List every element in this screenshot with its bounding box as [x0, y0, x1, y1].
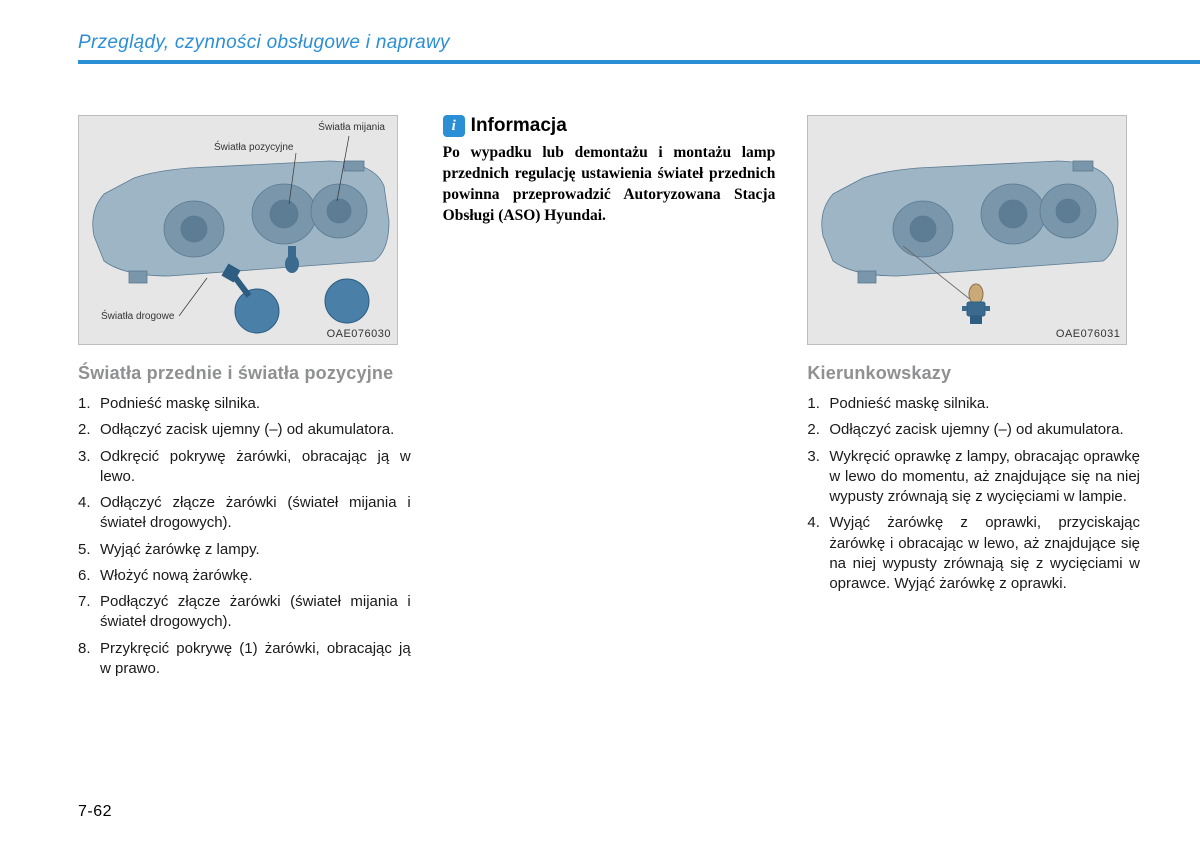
section-title-left: Światła przednie i światła pozycyjne [78, 363, 411, 384]
column-left: Światła mijania Światła pozycyjne Światł… [78, 115, 411, 685]
step-item: Wyjąć żarówkę z lampy. [78, 540, 411, 560]
headlamp-diagram-2 [808, 116, 1128, 346]
figure-code-left: OAE076030 [327, 328, 391, 340]
column-middle: i Informacja Po wypadku lub demontażu i … [443, 115, 776, 685]
figure-headlamp-turn: OAE076031 [807, 115, 1127, 345]
info-text: Po wypadku lub demontażu i montażu lamp … [443, 143, 776, 227]
header-rule [78, 60, 1200, 64]
figure-headlamp-front: Światła mijania Światła pozycyjne Światł… [78, 115, 398, 345]
steps-right: Podnieść maskę silnika. Odłączyć zacisk … [807, 394, 1140, 594]
info-icon: i [443, 115, 465, 137]
info-title: Informacja [471, 115, 567, 137]
callout-drogowe: Światła drogowe [101, 311, 174, 322]
step-item: Podnieść maskę silnika. [807, 394, 1140, 414]
step-item: Odkręcić pokrywę żarówki, obracając ją w… [78, 447, 411, 488]
steps-left: Podnieść maskę silnika. Odłączyć zacisk … [78, 394, 411, 679]
step-item: Podłączyć złącze żarówki (świateł mijani… [78, 592, 411, 633]
callout-pozycyjne: Światła pozycyjne [214, 142, 293, 153]
step-item: Wyjąć żarówkę z oprawki, przyciskając ża… [807, 513, 1140, 594]
content-area: Światła mijania Światła pozycyjne Światł… [78, 115, 1140, 685]
figure-code-right: OAE076031 [1056, 328, 1120, 340]
column-right: OAE076031 Kierunkowskazy Podnieść maskę … [807, 115, 1140, 685]
page-number: 7-62 [78, 803, 112, 821]
callout-mijania: Światła mijania [318, 122, 385, 133]
step-item: Przykręcić pokrywę (1) żarówki, obracają… [78, 639, 411, 680]
step-item: Podnieść maskę silnika. [78, 394, 411, 414]
section-title-right: Kierunkowskazy [807, 363, 1140, 384]
step-item: Odłączyć zacisk ujemny (–) od akumulator… [78, 420, 411, 440]
page-header-title: Przeglądy, czynności obsługowe i naprawy [78, 32, 450, 54]
step-item: Wykręcić oprawkę z lampy, obracając opra… [807, 447, 1140, 508]
step-item: Odłączyć zacisk ujemny (–) od akumulator… [807, 420, 1140, 440]
info-header: i Informacja [443, 115, 776, 137]
step-item: Włożyć nową żarówkę. [78, 566, 411, 586]
step-item: Odłączyć złącze żarówki (świateł mijania… [78, 493, 411, 534]
